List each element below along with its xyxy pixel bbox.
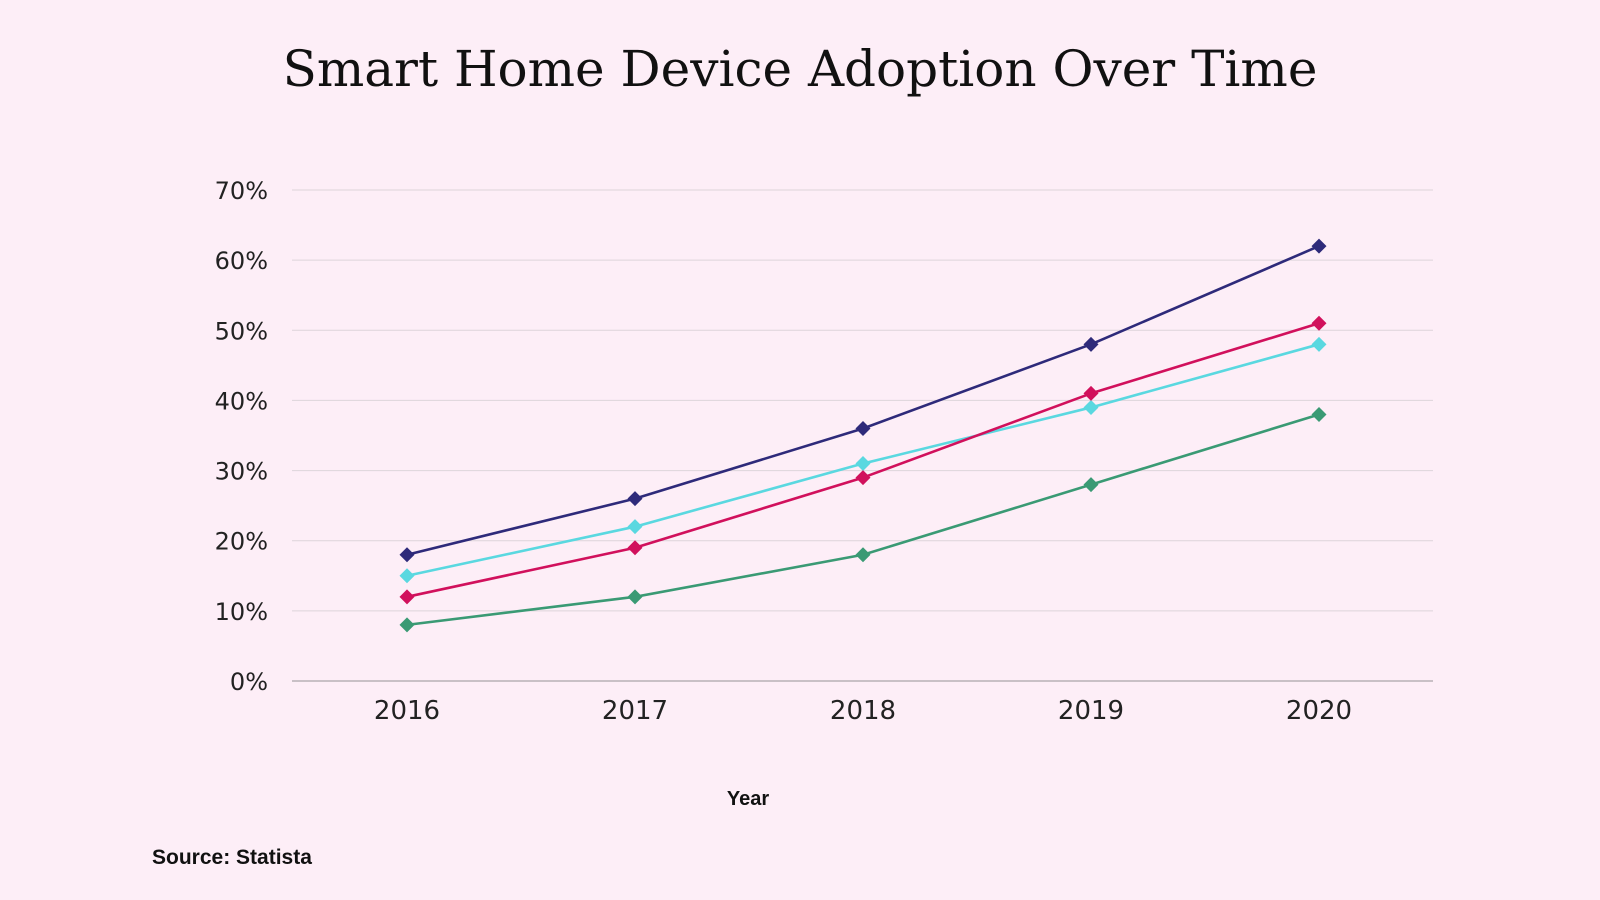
data-point-marker bbox=[1083, 477, 1099, 493]
data-point-marker bbox=[399, 568, 415, 584]
data-point-marker bbox=[627, 589, 643, 605]
y-tick-label: 70% bbox=[215, 177, 268, 205]
chart-title: Smart Home Device Adoption Over Time bbox=[282, 40, 1318, 98]
y-tick-label: 0% bbox=[230, 668, 268, 696]
data-point-marker bbox=[627, 540, 643, 556]
y-tick-label: 20% bbox=[215, 528, 268, 556]
x-axis-label: Year bbox=[727, 788, 769, 810]
data-point-marker bbox=[1083, 336, 1099, 352]
data-point-marker bbox=[399, 617, 415, 633]
x-tick-label: 2019 bbox=[1058, 696, 1124, 726]
grid-lines bbox=[292, 189, 1433, 682]
y-tick-label: 60% bbox=[215, 247, 268, 275]
data-point-marker bbox=[1311, 238, 1327, 254]
data-point-marker bbox=[399, 589, 415, 605]
source-note: Source: Statista bbox=[152, 846, 312, 869]
data-point-marker bbox=[855, 456, 871, 472]
data-point-marker bbox=[1311, 336, 1327, 352]
data-point-marker bbox=[627, 519, 643, 535]
data-point-marker bbox=[1083, 385, 1099, 401]
data-point-marker bbox=[399, 547, 415, 563]
y-tick-label: 10% bbox=[215, 598, 268, 626]
data-point-marker bbox=[1311, 315, 1327, 331]
x-tick-label: 2018 bbox=[830, 696, 896, 726]
data-point-marker bbox=[855, 420, 871, 436]
x-tick-label: 2020 bbox=[1286, 696, 1352, 726]
data-point-marker bbox=[1083, 399, 1099, 415]
data-point-marker bbox=[627, 491, 643, 507]
y-tick-label: 40% bbox=[215, 387, 268, 415]
x-axis-ticks: 2016 2017 2018 2019 2020 bbox=[374, 696, 1352, 726]
data-point-marker bbox=[1311, 406, 1327, 422]
y-tick-label: 50% bbox=[215, 317, 268, 345]
y-tick-label: 30% bbox=[215, 458, 268, 486]
series-line-4 bbox=[405, 413, 1321, 627]
x-tick-label: 2016 bbox=[374, 696, 440, 726]
series-markers bbox=[399, 238, 1327, 633]
data-point-marker bbox=[855, 470, 871, 486]
x-tick-label: 2017 bbox=[602, 696, 668, 726]
data-point-marker bbox=[855, 547, 871, 563]
y-axis-ticks: 0% 10% 20% 30% 40% 50% 60% 70% bbox=[215, 177, 268, 696]
